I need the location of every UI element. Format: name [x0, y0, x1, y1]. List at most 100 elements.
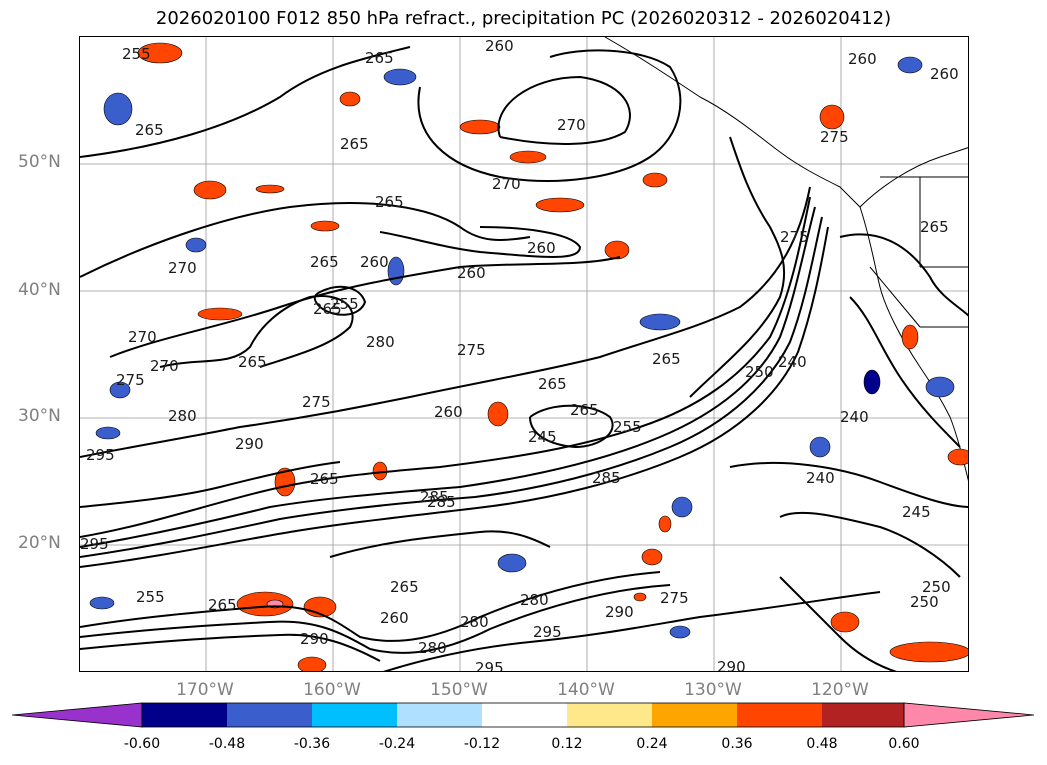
contour-label: 280 — [366, 333, 395, 351]
contour-label: 290 — [235, 435, 264, 453]
colorbar-tick: 0.60 — [888, 736, 920, 752]
contour-labels: 255 265 260 265 260 270 265 270 265 260 … — [80, 37, 959, 672]
colorbar-segment — [652, 703, 737, 727]
contour-label: 245 — [902, 503, 931, 521]
colorbar-segment — [482, 703, 567, 727]
contour-label: 265 — [313, 300, 342, 318]
contour-label: 270 — [492, 175, 521, 193]
colorbar-tick: 0.12 — [551, 736, 583, 752]
contour-label: 260 — [930, 65, 959, 83]
contour-label: 265 — [652, 350, 681, 368]
precip-patches-positive — [137, 42, 968, 671]
contour-label: 245 — [528, 428, 557, 446]
contour-label: 255 — [136, 588, 165, 606]
lat-label-40n: 40°N — [18, 280, 61, 300]
lon-label-140w: 140°W — [557, 680, 615, 700]
coastline — [604, 37, 968, 482]
colorbar-segment — [312, 703, 397, 727]
contour-label: 265 — [135, 121, 164, 139]
contour-label: 265 — [390, 578, 419, 596]
map-title: 2026020100 F012 850 hPa refract., precip… — [155, 8, 892, 29]
contour-label: 285 — [420, 488, 449, 506]
lat-label-20n: 20°N — [18, 533, 61, 553]
contour-label: 280 — [520, 591, 549, 609]
contour-label: 275 — [820, 128, 849, 146]
colorbar-extend-high — [903, 702, 1034, 728]
contour-label: 265 — [310, 253, 339, 271]
contour-label: 250 — [745, 363, 774, 381]
contour-label: 265 — [365, 49, 394, 67]
map-canvas: 255 265 260 265 260 270 265 270 265 260 … — [80, 37, 968, 672]
colorbar-segment — [227, 703, 312, 727]
contour-label: 265 — [310, 470, 339, 488]
contour-label: 295 — [80, 535, 109, 553]
contour-label: 265 — [920, 218, 949, 236]
graticule-lines — [80, 37, 968, 671]
contour-label: 240 — [778, 353, 807, 371]
contour-label: 270 — [557, 116, 586, 134]
contour-label: 280 — [168, 407, 197, 425]
contour-label: 280 — [418, 639, 447, 657]
colorbar-segment — [737, 703, 822, 727]
contour-label: 265 — [238, 353, 267, 371]
contour-label: 275 — [660, 589, 689, 607]
contour-label: 270 — [128, 328, 157, 346]
contour-label: 260 — [360, 253, 389, 271]
contour-label: 270 — [150, 357, 179, 375]
colorbar-segment — [142, 703, 227, 727]
contour-label: 285 — [427, 493, 456, 511]
contour-label: 275 — [116, 371, 145, 389]
contour-label: 260 — [380, 609, 409, 627]
contour-label: 295 — [533, 623, 562, 641]
colorbar-tick: 0.36 — [721, 736, 753, 752]
contour-label: 260 — [434, 403, 463, 421]
contour-label: 265 — [340, 135, 369, 153]
map-panel: 255 265 260 265 260 270 265 270 265 260 … — [79, 36, 969, 672]
contour-label: 255 — [613, 418, 642, 436]
lon-label-130w: 130°W — [684, 680, 742, 700]
contour-label: 275 — [780, 228, 809, 246]
refractivity-contours — [80, 46, 968, 671]
colorbar-segment — [822, 703, 904, 727]
contour-label: 250 — [910, 593, 939, 611]
contour-label: 290 — [717, 658, 746, 672]
colorbar-tick: 0.48 — [806, 736, 838, 752]
colorbar-extend-low — [12, 702, 143, 728]
lon-label-160w: 160°W — [303, 680, 361, 700]
colorbar-tick: -0.48 — [208, 736, 246, 752]
colorbar-tick: 0.24 — [636, 736, 668, 752]
contour-label: 265 — [538, 375, 567, 393]
lat-label-30n: 30°N — [18, 406, 61, 426]
precip-patches-negative — [89, 56, 955, 639]
contour-label: 255 — [122, 45, 151, 63]
contour-label: 255 — [330, 295, 359, 313]
contour-label: 275 — [457, 341, 486, 359]
contour-label: 290 — [300, 630, 329, 648]
contour-label: 275 — [302, 393, 331, 411]
contour-label: 240 — [840, 408, 869, 426]
contour-label: 285 — [592, 469, 621, 487]
contour-label: 250 — [922, 578, 951, 596]
contour-label: 240 — [806, 469, 835, 487]
colorbar-segment — [397, 703, 482, 727]
colorbar-segment — [567, 703, 652, 727]
contour-label: 260 — [485, 37, 514, 55]
lon-label-120w: 120°W — [811, 680, 869, 700]
colorbar — [12, 702, 1034, 728]
contour-label: 280 — [460, 613, 489, 631]
contour-label: 295 — [86, 446, 115, 464]
lat-label-50n: 50°N — [18, 152, 61, 172]
contour-label: 295 — [475, 659, 504, 672]
contour-label: 260 — [527, 239, 556, 257]
contour-label: 260 — [457, 264, 486, 282]
contour-label: 260 — [848, 50, 877, 68]
contour-label: 265 — [375, 193, 404, 211]
colorbar-tick: -0.12 — [463, 736, 501, 752]
colorbar-tick: -0.60 — [123, 736, 161, 752]
colorbar-tick: -0.24 — [378, 736, 416, 752]
contour-label: 265 — [570, 401, 599, 419]
lon-label-170w: 170°W — [176, 680, 234, 700]
contour-label: 290 — [605, 603, 634, 621]
lon-label-150w: 150°W — [430, 680, 488, 700]
contour-label: 270 — [168, 259, 197, 277]
